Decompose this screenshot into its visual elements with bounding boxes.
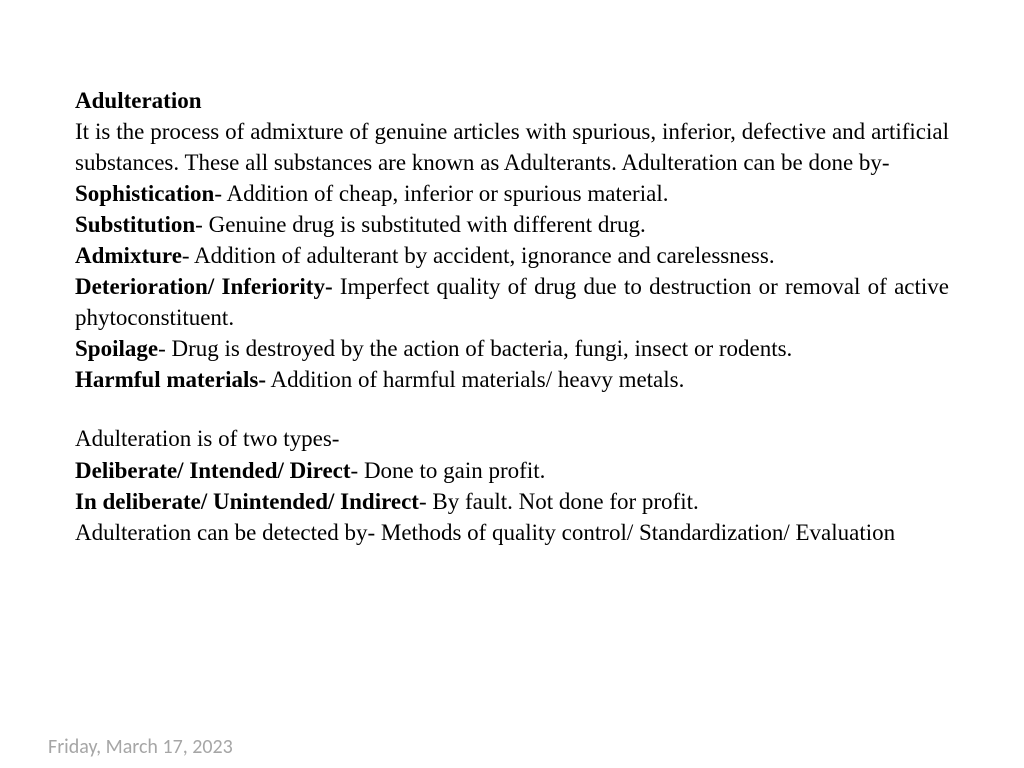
term-desc: - Addition of cheap, inferior or spuriou… bbox=[214, 181, 668, 206]
term-label: Deliberate/ Intended/ Direct bbox=[75, 458, 351, 483]
types-intro: Adulteration is of two types- bbox=[75, 423, 949, 454]
slide-content: Adulteration It is the process of admixt… bbox=[0, 0, 1024, 548]
term-desc: - Genuine drug is substituted with diffe… bbox=[195, 212, 646, 237]
term-label: Admixture bbox=[75, 243, 182, 268]
term-label: Sophistication bbox=[75, 181, 214, 206]
spacer bbox=[75, 395, 949, 423]
term-label: Harmful materials- bbox=[75, 367, 266, 392]
term-label: Spoilage bbox=[75, 336, 158, 361]
heading-title: Adulteration bbox=[75, 85, 949, 116]
term-label: Deterioration/ Inferiority- bbox=[75, 274, 333, 299]
method-harmful: Harmful materials- Addition of harmful m… bbox=[75, 364, 949, 395]
term-label: Substitution bbox=[75, 212, 195, 237]
method-spoilage: Spoilage- Drug is destroyed by the actio… bbox=[75, 333, 949, 364]
term-desc: - By fault. Not done for profit. bbox=[419, 489, 699, 514]
intro-text: It is the process of admixture of genuin… bbox=[75, 116, 949, 178]
term-desc: - Addition of adulterant by accident, ig… bbox=[182, 243, 775, 268]
type-indeliberate: In deliberate/ Unintended/ Indirect- By … bbox=[75, 486, 949, 517]
type-deliberate: Deliberate/ Intended/ Direct- Done to ga… bbox=[75, 455, 949, 486]
term-desc: Addition of harmful materials/ heavy met… bbox=[266, 367, 684, 392]
term-label: In deliberate/ Unintended/ Indirect bbox=[75, 489, 419, 514]
detection-text: Adulteration can be detected by- Methods… bbox=[75, 517, 949, 548]
method-admixture: Admixture- Addition of adulterant by acc… bbox=[75, 240, 949, 271]
method-deterioration: Deterioration/ Inferiority- Imperfect qu… bbox=[75, 271, 949, 333]
method-substitution: Substitution- Genuine drug is substitute… bbox=[75, 209, 949, 240]
method-sophistication: Sophistication- Addition of cheap, infer… bbox=[75, 178, 949, 209]
term-desc: - Drug is destroyed by the action of bac… bbox=[158, 336, 792, 361]
footer-date: Friday, March 17, 2023 bbox=[48, 734, 233, 760]
term-desc: - Done to gain profit. bbox=[351, 458, 546, 483]
